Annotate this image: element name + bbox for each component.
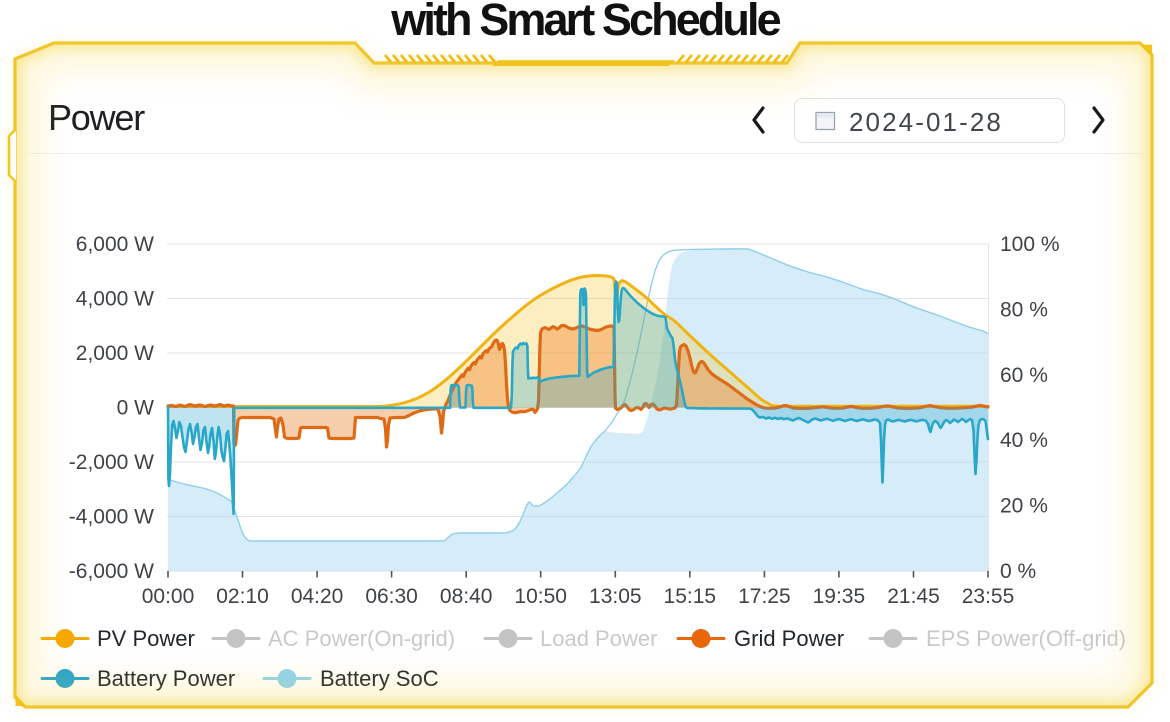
svg-text:Battery SoC: Battery SoC [320, 666, 439, 691]
svg-text:EPS Power(Off-grid): EPS Power(Off-grid) [926, 626, 1126, 651]
svg-text:Load Power: Load Power [540, 626, 657, 651]
svg-text:Grid Power: Grid Power [734, 626, 844, 651]
svg-text:Battery Power: Battery Power [97, 666, 235, 691]
svg-text:PV Power: PV Power [97, 626, 195, 651]
svg-text:AC Power(On-grid): AC Power(On-grid) [268, 626, 455, 651]
